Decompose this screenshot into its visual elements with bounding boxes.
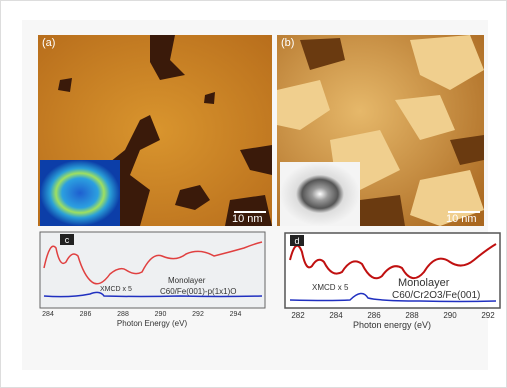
x-tick-label: 288	[117, 311, 129, 318]
x-tick-label: 286	[80, 311, 92, 318]
scale-label: 10 nm	[232, 213, 263, 225]
panel-label: d	[294, 236, 299, 246]
x-tick-label: 292	[481, 311, 495, 320]
x-tick-label: 294	[230, 311, 242, 318]
x-tick-label: 286	[367, 311, 381, 320]
sample-formula: C60/Cr2O3/Fe(001)	[392, 290, 480, 301]
x-tick-label: 284	[42, 311, 54, 318]
x-tick-label: 292	[192, 311, 204, 318]
xmcd-label: XMCD x 5	[312, 283, 349, 292]
figure: (a) 10 nm (b) 10 nm c Monolayer C60/Fe(0…	[0, 0, 507, 388]
x-axis-label: Photon energy (eV)	[353, 320, 431, 330]
panel-label: (a)	[42, 37, 55, 49]
sample-title: Monolayer	[398, 277, 450, 289]
x-tick-label: 290	[443, 311, 457, 320]
x-tick-label: 284	[329, 311, 343, 320]
x-tick-label: 282	[291, 311, 305, 320]
x-tick-label: 288	[405, 311, 419, 320]
sample-formula: C60/Fe(001)-p(1x1)O	[160, 287, 236, 296]
x-tick-label: 290	[155, 311, 167, 318]
scale-label: 10 nm	[446, 213, 477, 225]
panel-label: (b)	[281, 37, 294, 49]
panel-b: (b) 10 nm	[277, 35, 484, 226]
panel-a: (a) 10 nm	[38, 35, 272, 226]
xmcd-label: XMCD x 5	[100, 286, 132, 293]
panel-label: c	[65, 235, 70, 245]
x-axis-label: Photon Energy (eV)	[117, 319, 188, 328]
sample-title: Monolayer	[168, 276, 206, 285]
